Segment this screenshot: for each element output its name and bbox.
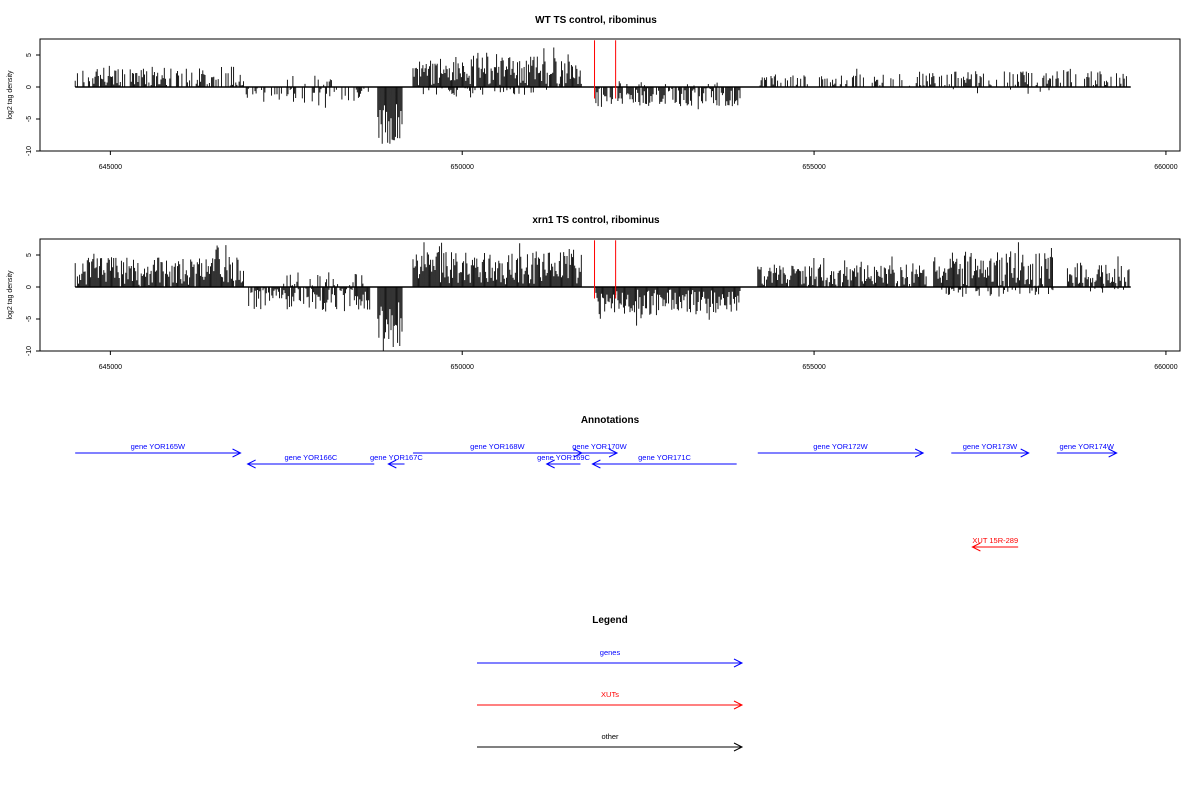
annotation-label: gene YOR174W bbox=[1060, 442, 1115, 451]
xrn1-track-y-axis: 5 0 -5 -10 bbox=[26, 253, 40, 356]
feature-arrowhead bbox=[387, 459, 397, 469]
annotations-title: Annotations bbox=[581, 415, 640, 426]
x-tick-label: 660000 bbox=[1154, 364, 1177, 371]
x-tick-label: 645000 bbox=[99, 364, 122, 371]
density-bars bbox=[74, 242, 1130, 351]
annotation-feature: gene YOR167C bbox=[370, 453, 423, 469]
wt-track-bars bbox=[74, 47, 1127, 144]
feature-arrowhead bbox=[545, 459, 555, 469]
y-tick-label: 5 bbox=[26, 253, 33, 257]
xrn1-track-panel: xrn1 TS control, ribominus log2 tag dens… bbox=[7, 215, 1181, 371]
annotation-label: gene YOR167C bbox=[370, 453, 423, 462]
feature-arrowhead bbox=[914, 448, 925, 458]
x-tick-label: 650000 bbox=[451, 164, 474, 171]
annotation-feature: gene YOR170W bbox=[572, 442, 628, 458]
annotation-label: gene YOR166C bbox=[285, 453, 338, 462]
legend-entries: genes XUTs other bbox=[477, 648, 744, 752]
legend-entry: genes bbox=[477, 648, 744, 668]
annotation-feature: gene YOR169C bbox=[537, 453, 591, 469]
annotation-label: gene YOR165W bbox=[131, 442, 186, 451]
annotation-feature: gene YOR172W bbox=[757, 442, 925, 458]
x-tick-label: 660000 bbox=[1154, 164, 1177, 171]
x-tick-label: 655000 bbox=[802, 364, 825, 371]
wt-track-x-axis: 645000 650000 655000 660000 bbox=[99, 151, 1178, 171]
y-tick-label: 5 bbox=[26, 53, 33, 57]
y-tick-label: -10 bbox=[26, 146, 33, 156]
x-tick-label: 645000 bbox=[99, 164, 122, 171]
annotation-label: gene YOR172W bbox=[813, 442, 868, 451]
feature-arrowhead bbox=[733, 700, 744, 710]
y-tick-label: -5 bbox=[26, 116, 33, 122]
annotation-feature: gene YOR174W bbox=[1056, 442, 1118, 458]
annotation-label: gene YOR169C bbox=[537, 453, 590, 462]
feature-arrowhead bbox=[246, 459, 256, 469]
xrn1-track-frame bbox=[39, 238, 1181, 352]
annotation-label: gene YOR173W bbox=[963, 442, 1018, 451]
legend-label: other bbox=[601, 732, 619, 741]
xrn1-track-x-axis: 645000 650000 655000 660000 bbox=[99, 351, 1178, 371]
feature-arrowhead bbox=[1020, 448, 1030, 458]
x-tick-label: 655000 bbox=[802, 164, 825, 171]
legend-label: XUTs bbox=[601, 690, 619, 699]
annotation-feature: gene YOR165W bbox=[75, 442, 242, 458]
feature-arrowhead bbox=[608, 448, 619, 458]
y-tick-label: -5 bbox=[26, 316, 33, 322]
xrn1-track-ylabel: log2 tag density bbox=[7, 270, 14, 320]
wt-track-panel: WT TS control, ribominus log2 tag densit… bbox=[7, 15, 1181, 171]
xrn1-track-bars bbox=[74, 242, 1130, 351]
legend-title: Legend bbox=[592, 615, 628, 626]
wt-track-ylabel: log2 tag density bbox=[7, 70, 14, 120]
legend-panel: Legend genes XUTs other bbox=[477, 615, 744, 752]
wt-track-title: WT TS control, ribominus bbox=[535, 15, 657, 26]
x-tick-label: 650000 bbox=[451, 364, 474, 371]
feature-arrowhead bbox=[591, 459, 601, 469]
xrn1-track-markers bbox=[594, 240, 617, 299]
annotation-feature: gene YOR173W bbox=[951, 442, 1030, 458]
legend-label: genes bbox=[600, 648, 621, 657]
wt-track-markers bbox=[594, 40, 617, 99]
density-bars bbox=[74, 47, 1127, 144]
annotation-feature: gene YOR166C bbox=[246, 453, 375, 469]
annotation-feature: gene YOR171C bbox=[591, 453, 737, 469]
feature-arrowhead bbox=[1108, 448, 1118, 458]
legend-entry: other bbox=[477, 732, 744, 752]
annotation-features: gene YOR165W gene YOR166C gene YOR167C gene… bbox=[75, 442, 1118, 552]
y-tick-label: -10 bbox=[26, 346, 33, 356]
annotation-label: gene YOR171C bbox=[638, 453, 691, 462]
y-tick-label: 0 bbox=[26, 285, 33, 289]
annotation-label: gene YOR170W bbox=[572, 442, 627, 451]
annotation-feature: XUT 15R-289 bbox=[971, 536, 1019, 552]
feature-arrowhead bbox=[733, 658, 744, 668]
wt-track-frame bbox=[39, 38, 1181, 152]
wt-track-y-axis: 5 0 -5 -10 bbox=[26, 53, 40, 156]
xrn1-track-title: xrn1 TS control, ribominus bbox=[532, 215, 660, 226]
annotation-label: XUT 15R-289 bbox=[972, 536, 1018, 545]
legend-entry: XUTs bbox=[477, 690, 744, 710]
feature-arrowhead bbox=[733, 742, 744, 752]
feature-arrowhead bbox=[971, 542, 981, 552]
annotation-label: gene YOR168W bbox=[470, 442, 525, 451]
y-tick-label: 0 bbox=[26, 85, 33, 89]
feature-arrowhead bbox=[232, 448, 242, 458]
